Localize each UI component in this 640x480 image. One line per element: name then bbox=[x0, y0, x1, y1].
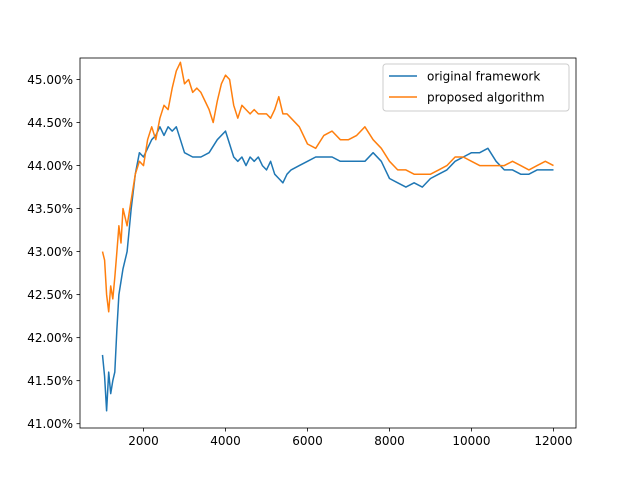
legend-label-2: proposed algorithm bbox=[427, 91, 545, 105]
series-line-2 bbox=[101, 61, 554, 313]
legend: original framework proposed algorithm bbox=[382, 63, 570, 112]
y-tick-label: 42.00% bbox=[27, 331, 73, 345]
y-tick-label: 43.00% bbox=[27, 245, 73, 259]
y-tick-label: 44.00% bbox=[27, 159, 73, 173]
x-tick-label: 10000 bbox=[452, 434, 490, 448]
series-line-1 bbox=[101, 126, 554, 412]
axes-layer: 2000 4000 6000 8000 10000 12000 41.00% 41.50% 42… bbox=[27, 57, 577, 448]
y-tick-label: 41.50% bbox=[27, 374, 73, 388]
x-tick-label: 8000 bbox=[374, 434, 405, 448]
x-tick-label: 12000 bbox=[534, 434, 572, 448]
x-tick-label: 2000 bbox=[128, 434, 159, 448]
plot-frame bbox=[79, 57, 577, 429]
legend-box bbox=[382, 63, 570, 112]
y-tick-label: 45.00% bbox=[27, 73, 73, 87]
y-tick-label: 44.50% bbox=[27, 116, 73, 130]
x-tick-label: 4000 bbox=[210, 434, 241, 448]
y-tick-label: 41.00% bbox=[27, 417, 73, 431]
x-tick-label: 6000 bbox=[292, 434, 323, 448]
y-tick-label: 43.50% bbox=[27, 202, 73, 216]
series-layer bbox=[101, 61, 554, 412]
legend-label-1: original framework bbox=[427, 70, 540, 84]
y-tick-label: 42.50% bbox=[27, 288, 73, 302]
